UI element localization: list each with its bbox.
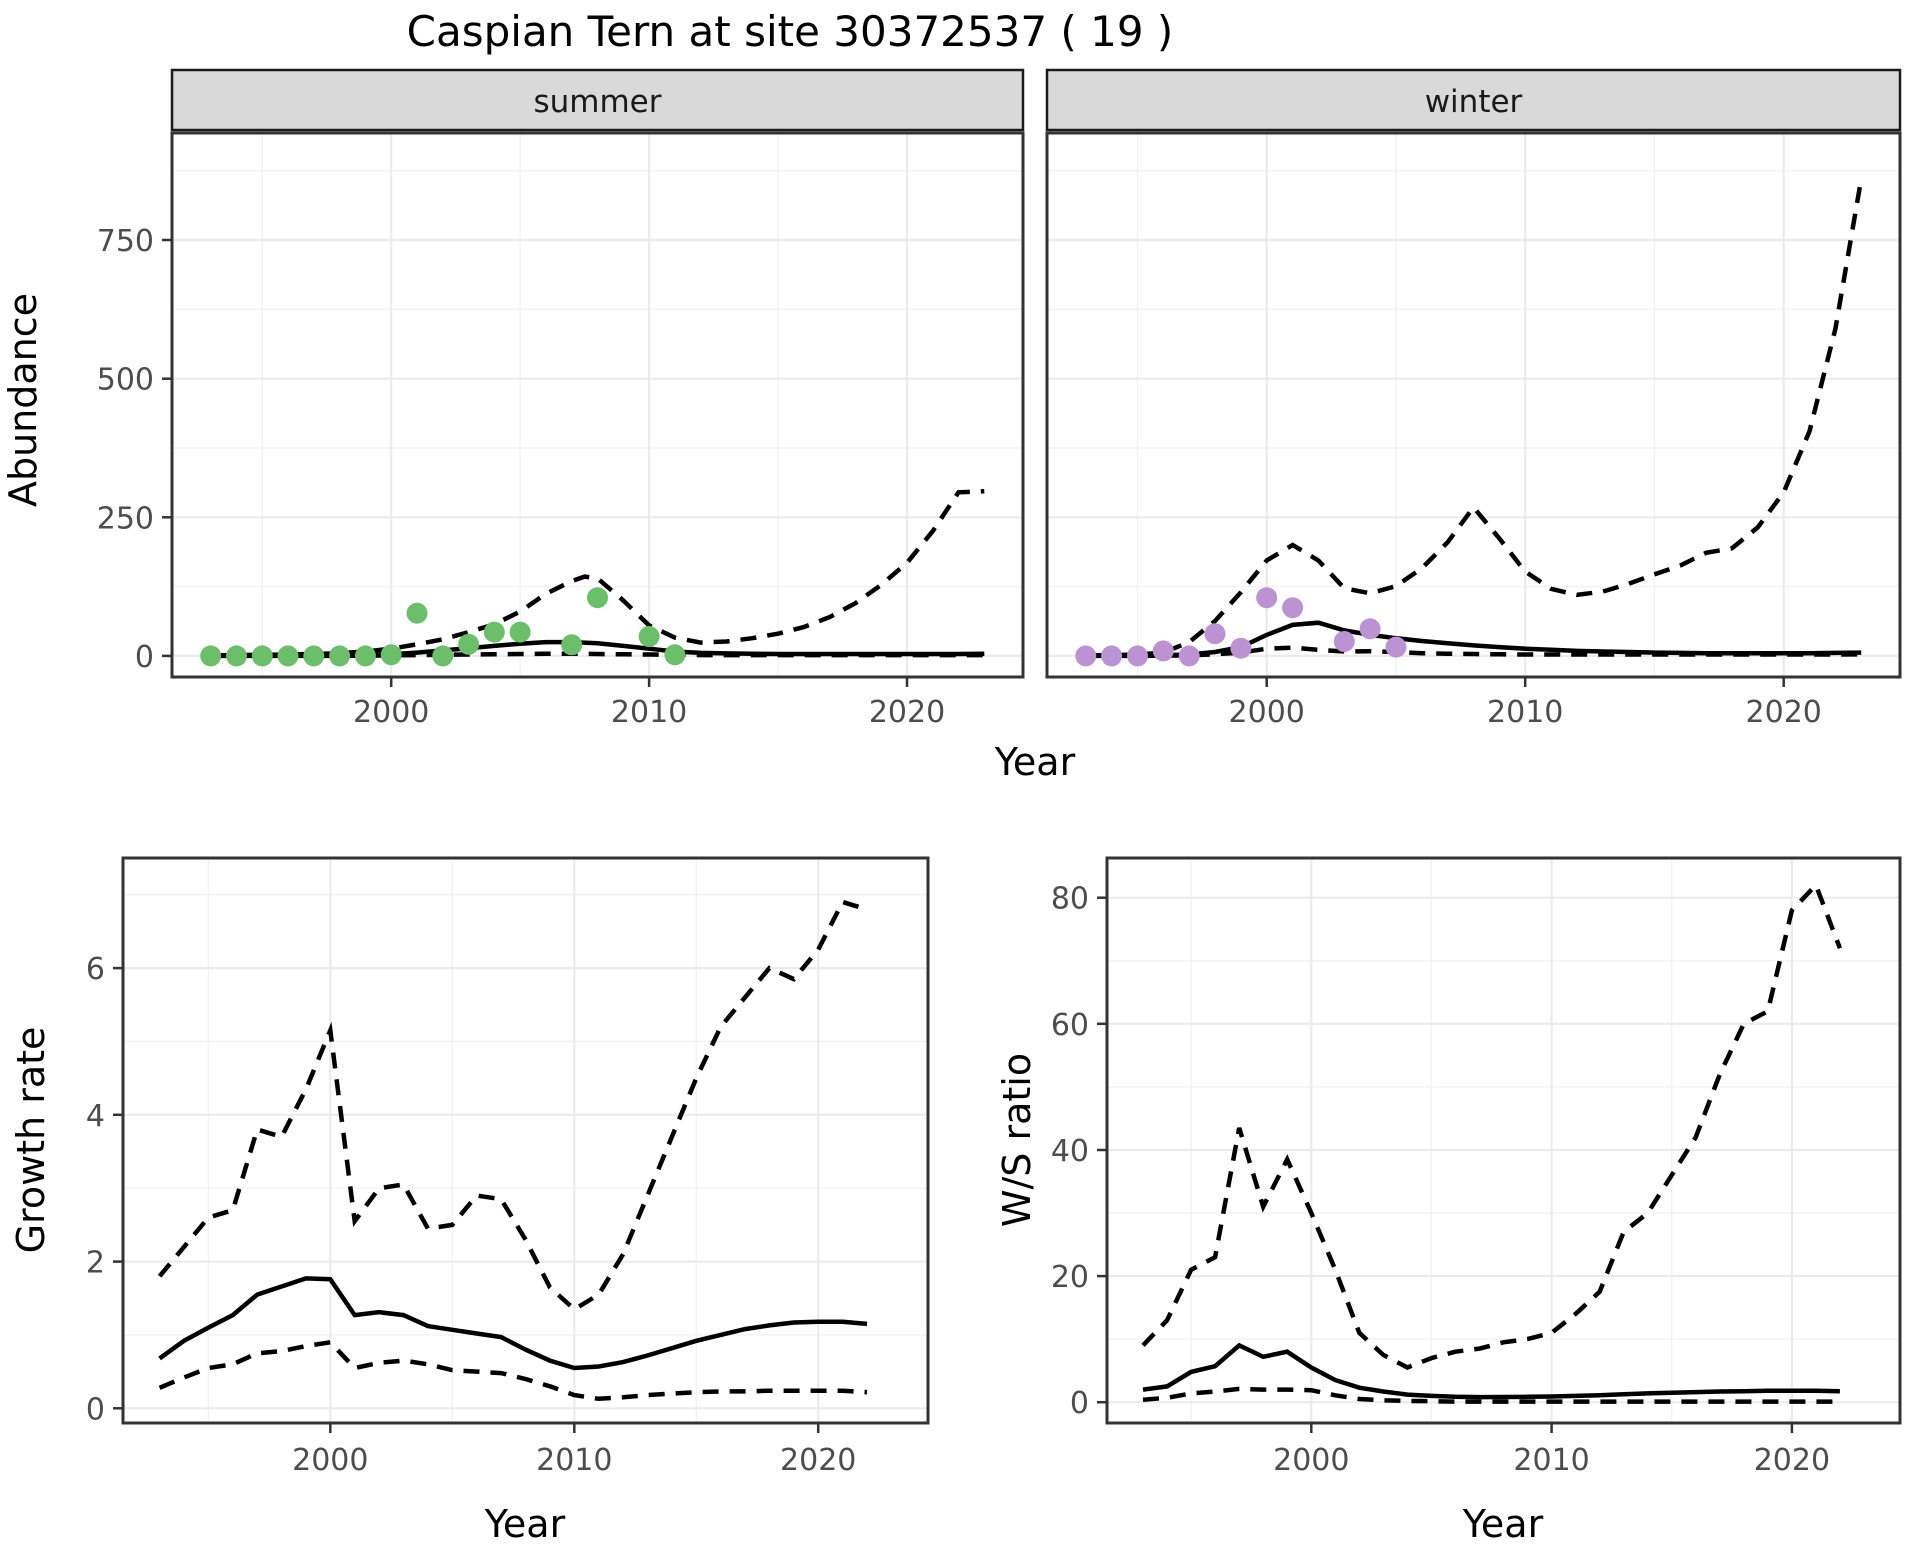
x-tick-label: 2010	[611, 695, 687, 730]
panel-border	[121, 856, 930, 1425]
panel-abundance-winter: winter 2000 2010 2020	[1045, 68, 1902, 730]
x-axis-title-year-bottom-left: Year	[484, 1502, 566, 1546]
lower-ci-line	[210, 651, 985, 659]
observed-summer-point	[329, 645, 351, 667]
observed-summer-point	[406, 602, 428, 624]
panel-ws-ratio: 2000 2010 2020 0 20 40 60 80	[1051, 856, 1902, 1478]
x-tick-label: 2020	[1754, 1443, 1830, 1478]
x-tick-label: 2010	[1487, 695, 1563, 730]
observed-summer-point	[354, 645, 376, 667]
observed-summer-point	[561, 634, 583, 656]
facet-strip-label: winter	[1425, 84, 1523, 120]
lower-ci-line	[1142, 1386, 1840, 1404]
observed-summer-point	[251, 645, 273, 667]
observed-winter-point	[1385, 636, 1407, 658]
x-tick-label: 2020	[869, 695, 945, 730]
panel-border	[1105, 856, 1902, 1425]
observed-winter-point	[1101, 645, 1123, 667]
observed-winter-point	[1230, 637, 1252, 659]
panel-background	[123, 858, 928, 1423]
observed-winter-point	[1359, 618, 1381, 640]
observed-summer-point	[587, 587, 608, 609]
panel-background	[1107, 858, 1900, 1423]
y-tick-label: 0	[1070, 1386, 1089, 1421]
observed-summer-point	[226, 645, 247, 667]
observed-summer-point	[277, 645, 299, 667]
y-tick-label: 80	[1051, 882, 1089, 917]
facet-strip-label: summer	[533, 84, 661, 120]
median-line	[1142, 1342, 1840, 1400]
observed-summer-point	[432, 645, 454, 667]
x-tick-label: 2000	[1229, 695, 1305, 730]
y-tick-label: 6	[86, 952, 105, 987]
facet-strip	[170, 68, 1025, 132]
y-tick-label: 0	[86, 1392, 105, 1427]
panel-abundance-summer: summer 2000 2010 2020 0 250 500 750	[97, 68, 1025, 730]
observed-winter-point	[1152, 640, 1174, 662]
observed-summer-point	[200, 645, 222, 667]
x-tick-label: 2020	[780, 1443, 856, 1478]
y-tick-label: 2	[86, 1246, 105, 1281]
x-axis-title-year-bottom-right: Year	[1462, 1502, 1544, 1546]
observed-winter-point	[1256, 587, 1278, 609]
observed-summer-point	[664, 644, 686, 666]
observed-summer-point	[483, 621, 505, 643]
x-axis-title-year-top: Year	[994, 740, 1076, 784]
panel-growth-rate: 2000 2010 2020 0 2 4 6	[86, 856, 930, 1478]
observed-summer-point	[380, 644, 402, 666]
panel-background	[1047, 133, 1900, 677]
observed-summer-point	[638, 626, 660, 647]
observed-winter-point	[1282, 597, 1304, 619]
x-tick-label: 2000	[353, 695, 429, 730]
upper-ci-line	[1085, 178, 1864, 658]
x-tick-label: 2010	[536, 1443, 612, 1478]
y-tick-label: 250	[97, 501, 154, 536]
y-tick-label: 500	[97, 363, 154, 398]
lower-ci-line	[1085, 645, 1862, 659]
observed-winter-point	[1204, 623, 1226, 645]
observed-summer-point	[509, 621, 531, 643]
x-tick-label: 2020	[1746, 695, 1822, 730]
facet-strip	[1045, 68, 1902, 132]
x-tick-label: 2010	[1513, 1443, 1589, 1478]
y-axis-title-abundance: Abundance	[1, 293, 45, 507]
upper-ci-line	[210, 488, 985, 658]
y-tick-label: 0	[135, 640, 154, 675]
observed-winter-point	[1075, 645, 1097, 667]
upper-ci-line	[157, 899, 868, 1313]
y-tick-label: 20	[1051, 1260, 1089, 1295]
observed-winter-point	[1333, 631, 1355, 652]
x-tick-label: 2000	[292, 1443, 368, 1478]
y-axis-title-ws-ratio: W/S ratio	[995, 1053, 1039, 1227]
observed-summer-point	[458, 633, 480, 655]
observed-winter-point	[1127, 645, 1148, 667]
y-tick-label: 40	[1051, 1134, 1089, 1169]
y-axis-title-growth-rate: Growth rate	[9, 1027, 53, 1254]
observed-summer-point	[303, 645, 325, 667]
y-tick-label: 60	[1051, 1008, 1089, 1043]
panel-border	[1045, 131, 1902, 679]
y-tick-label: 4	[86, 1099, 105, 1134]
median-line	[158, 1276, 868, 1371]
y-tick-label: 750	[97, 224, 154, 259]
plot-title: Caspian Tern at site 30372537 ( 19 )	[407, 7, 1174, 56]
panel-border	[170, 131, 1025, 679]
median-line	[1085, 620, 1862, 658]
observed-winter-point	[1178, 645, 1200, 667]
x-tick-label: 2000	[1273, 1443, 1349, 1478]
